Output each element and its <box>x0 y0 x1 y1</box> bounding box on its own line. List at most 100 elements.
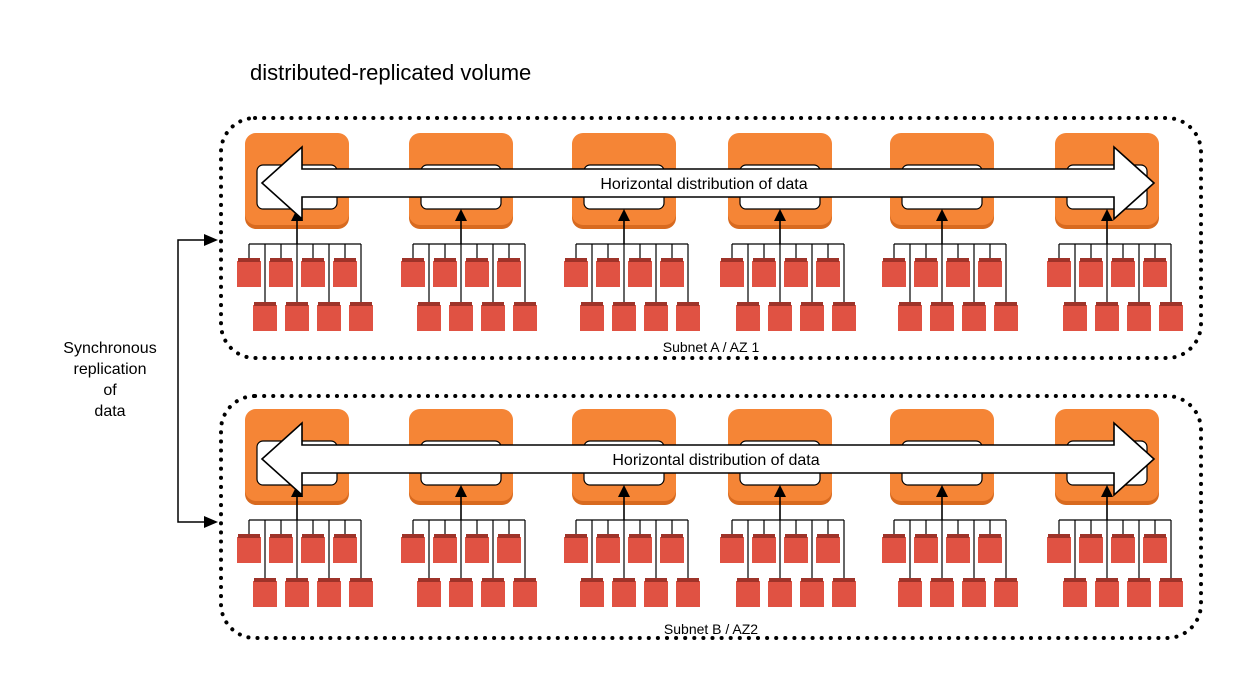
ebs-volume-icon <box>237 258 261 287</box>
upload-arrowhead <box>774 485 786 497</box>
ebs-volume-icon <box>237 534 261 563</box>
ebs-volume-icon <box>301 258 325 287</box>
ebs-volume-icon <box>752 258 776 287</box>
ebs-volume-icon <box>628 258 652 287</box>
ebs-volume-icon <box>1159 302 1183 331</box>
ebs-volume-icon <box>333 258 357 287</box>
ebs-volume-icon <box>596 258 620 287</box>
ebs-volume-icon <box>580 302 604 331</box>
ebs-volume-icon <box>349 578 373 607</box>
sync-label-line-3: of <box>103 382 117 399</box>
ebs-volume-icon <box>1063 578 1087 607</box>
horizontal-distribution-label: Horizontal distribution of data <box>600 176 807 193</box>
brick-node <box>401 133 537 331</box>
ebs-volume-icon <box>1111 258 1135 287</box>
brick-node <box>882 133 1018 331</box>
ebs-volume-icon <box>660 258 684 287</box>
ebs-volume-icon <box>994 578 1018 607</box>
brick-node <box>564 133 700 331</box>
ebs-volume-icon <box>433 258 457 287</box>
ebs-volume-icon <box>768 578 792 607</box>
ebs-volume-icon <box>676 578 700 607</box>
ebs-volume-icon <box>1159 578 1183 607</box>
ebs-volume-icon <box>1047 258 1071 287</box>
ebs-volume-icon <box>401 534 425 563</box>
ebs-volume-icon <box>1143 258 1167 287</box>
subnet-b-border <box>219 394 1203 640</box>
ebs-volume-icon <box>962 302 986 331</box>
ebs-volume-icon <box>417 578 441 607</box>
ebs-volume-icon <box>832 578 856 607</box>
ebs-volume-icon <box>269 534 293 563</box>
ebs-volume-icon <box>882 534 906 563</box>
ebs-volume-icon <box>930 302 954 331</box>
subnet-row-1: Horizontal distribution of data <box>237 133 1183 331</box>
ebs-volume-icon <box>816 534 840 563</box>
ebs-volume-icon <box>946 534 970 563</box>
ebs-volume-icon <box>596 534 620 563</box>
ebs-volume-icon <box>800 302 824 331</box>
sync-arrowhead-bottom <box>204 516 218 528</box>
ebs-volume-icon <box>349 302 373 331</box>
ebs-volume-icon <box>1111 534 1135 563</box>
sync-replication-connector <box>177 234 218 528</box>
upload-arrowhead <box>618 209 630 221</box>
ebs-volume-icon <box>882 258 906 287</box>
ebs-volume-icon <box>1127 578 1151 607</box>
ebs-volume-icon <box>1095 302 1119 331</box>
brick-node <box>401 409 537 607</box>
ebs-volume-icon <box>914 258 938 287</box>
sync-label-line-2: replication <box>73 361 147 378</box>
ebs-volume-icon <box>1079 534 1103 563</box>
ebs-volume-icon <box>1063 302 1087 331</box>
ebs-volume-icon <box>465 534 489 563</box>
brick-node <box>720 409 856 607</box>
ebs-volume-icon <box>720 534 744 563</box>
ebs-volume-icon <box>417 302 441 331</box>
brick-node <box>564 409 700 607</box>
upload-arrowhead <box>618 485 630 497</box>
ebs-volume-icon <box>253 302 277 331</box>
ebs-volume-icon <box>752 534 776 563</box>
subnet-a-label: Subnet A / AZ 1 <box>663 339 760 355</box>
ebs-volume-icon <box>720 258 744 287</box>
ebs-volume-icon <box>269 258 293 287</box>
ebs-volume-icon <box>481 302 505 331</box>
ebs-volume-icon <box>401 258 425 287</box>
ebs-volume-icon <box>580 578 604 607</box>
subnet-rows: Horizontal distribution of data Horizonta… <box>237 133 1183 607</box>
horizontal-distribution-arrow <box>260 421 1156 497</box>
upload-arrowhead <box>936 485 948 497</box>
ebs-volume-icon <box>301 534 325 563</box>
upload-arrowhead <box>455 485 467 497</box>
ebs-volume-icon <box>1143 534 1167 563</box>
brick-node <box>237 409 373 607</box>
upload-arrowhead <box>774 209 786 221</box>
ebs-volume-icon <box>513 578 537 607</box>
ebs-volume-icon <box>660 534 684 563</box>
ebs-volume-icon <box>676 302 700 331</box>
sync-arrowhead-top <box>204 234 218 246</box>
ebs-volume-icon <box>317 302 341 331</box>
sync-label-line-4: data <box>94 403 126 420</box>
ebs-volume-icon <box>497 258 521 287</box>
sync-replication-label: Synchronous replication of data <box>46 338 174 422</box>
ebs-volume-icon <box>253 578 277 607</box>
ebs-volume-icon <box>1127 302 1151 331</box>
ebs-volume-icon <box>1095 578 1119 607</box>
ebs-volume-icon <box>433 534 457 563</box>
ebs-volume-icon <box>628 534 652 563</box>
brick-node <box>720 133 856 331</box>
brick-node <box>237 133 373 331</box>
ebs-volume-icon <box>1079 258 1103 287</box>
ebs-volume-icon <box>930 578 954 607</box>
ebs-volume-icon <box>465 258 489 287</box>
ebs-volume-icon <box>612 578 636 607</box>
upload-arrowhead <box>936 209 948 221</box>
diagram-title: distributed-replicated volume <box>250 60 532 85</box>
subnet-a-border <box>219 116 1203 360</box>
upload-arrowhead <box>1101 485 1113 497</box>
ebs-volume-icon <box>978 534 1002 563</box>
ebs-volume-icon <box>644 302 668 331</box>
